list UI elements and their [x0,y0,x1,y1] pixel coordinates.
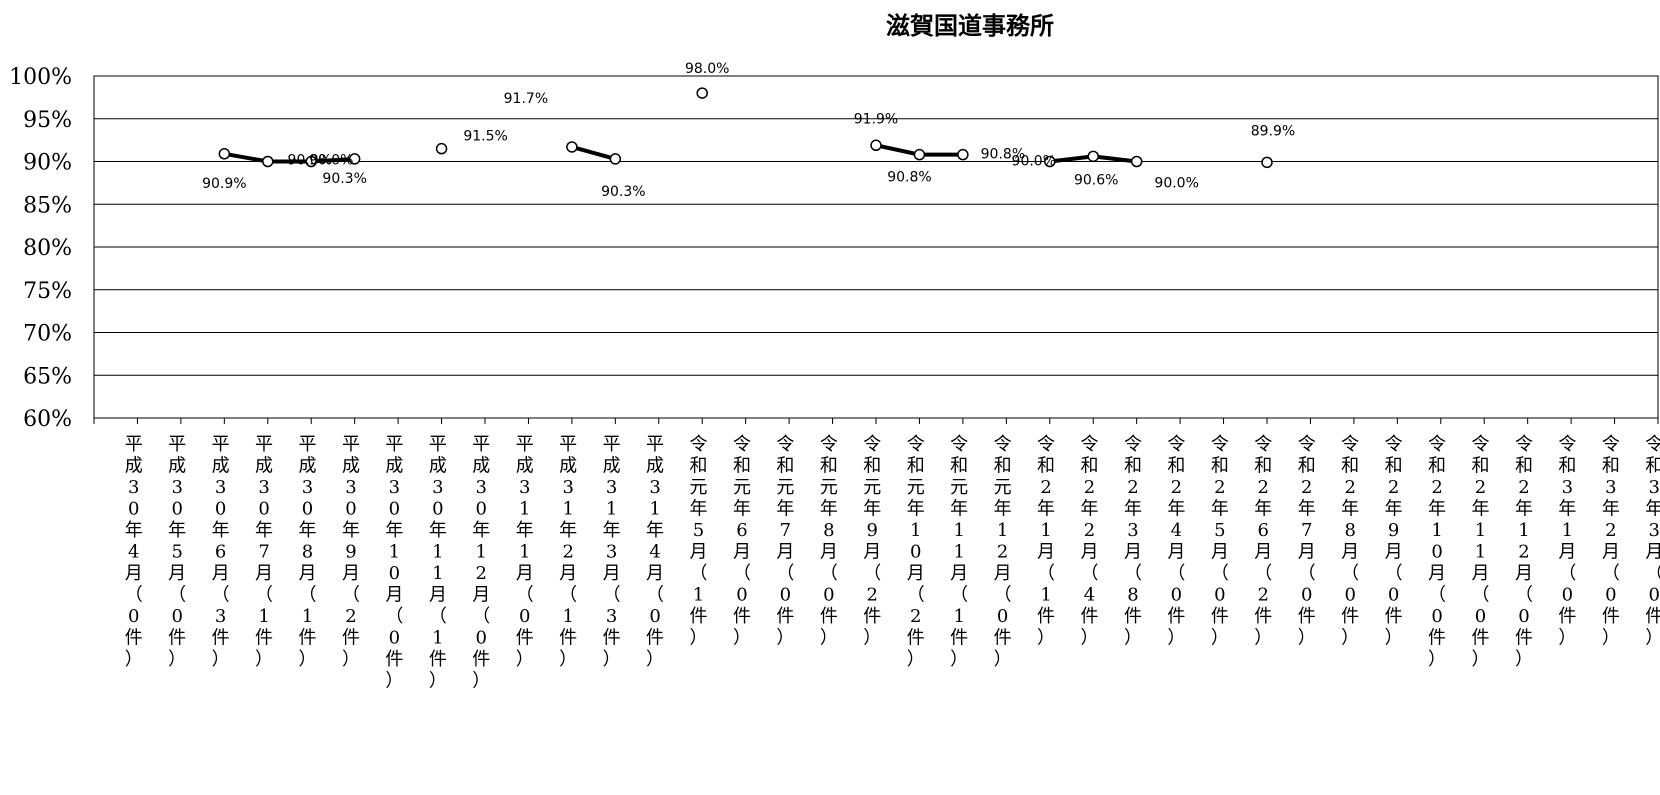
data-label: 90.0% [309,153,353,169]
data-label: 90.3% [601,184,645,200]
x-tick-label: 平成 3 1 年 3 月（ 3 件） [603,434,621,670]
data-point [566,141,578,153]
series-line-segment [223,151,355,164]
x-tick-label: 平成 3 0 年 8 月（ 1 件） [299,434,317,670]
x-tick-label: 平成 3 1 年 4 月（ 0 件） [646,434,664,670]
x-tick-label: 令和 2 年 4 月（ 0 件） [1167,434,1185,649]
data-point [262,155,274,168]
y-tick-label: 60% [23,407,72,432]
data-point [696,87,708,99]
x-tick-label: 令和 2 年 1 2 月（ 0 件） [1515,434,1533,670]
data-label: 90.0% [1154,176,1198,192]
x-tick-label: 平成 3 0 年 1 1 月（ 1 件） [429,434,447,692]
data-label: 90.9% [202,176,246,192]
x-tick-label: 令和 2 年 2 月（ 4 件） [1081,434,1099,649]
data-point [870,139,882,152]
data-label: 90.8% [887,170,931,186]
x-tick-label: 平成 3 0 年 1 0 月（ 0 件） [385,434,403,692]
data-label: 90.6% [1074,172,1118,188]
data-point [218,148,231,160]
data-point [609,153,622,165]
y-tick-label: 70% [23,322,72,347]
y-tick-label: 65% [23,364,72,389]
data-point [348,153,361,165]
x-tick-label: 平成 3 1 年 1 月（ 0 件） [516,434,534,670]
y-tick-label: 95% [23,108,72,133]
data-label: 98.0% [685,61,729,77]
data-point [305,155,317,168]
x-tick-label: 令和 2 年 1 1 月（ 0 件） [1472,434,1490,670]
data-point [435,142,448,155]
y-tick-label: 80% [23,236,72,261]
x-tick-label: 平成 3 0 年 5 月（ 0 件） [168,434,186,670]
y-tick-label: 100% [9,65,72,90]
x-tick-label: 令和 3 年 2 月（ 0 件） [1602,434,1620,649]
data-point [1044,155,1056,168]
x-tick-label: 令和元年 7 月（ 0 件） [776,434,794,649]
x-tick-label: 令和 2 年 8 月（ 0 件） [1341,434,1359,649]
x-tick-label: 平成 3 0 年 9 月（ 2 件） [342,434,360,670]
data-label: 91.9% [854,111,898,127]
data-point [957,148,969,161]
x-tick-label: 令和 2 年 3 月（ 8 件） [1124,434,1142,649]
series-line-segment [571,145,616,161]
data-point [913,148,926,161]
data-label: 89.9% [1251,123,1295,139]
x-tick-label: 平成 3 0 年 1 2 月（ 0 件） [472,434,490,692]
x-tick-label: 令和 2 年 5 月（ 0 件） [1211,434,1229,649]
data-label: 90.8% [981,147,1025,163]
x-tick-label: 平成 3 0 年 4 月（ 0 件） [125,434,143,670]
x-tick-label: 平成 3 1 年 2 月（ 1 件） [559,434,577,670]
x-tick-label: 令和 2 年 1 0 月（ 0 件） [1428,434,1446,670]
chart-title: 滋賀国道事務所 [886,12,1054,40]
data-label: 90.3% [322,171,366,187]
y-tick-label: 90% [23,151,72,176]
x-tick-label: 令和元年 6 月（ 0 件） [733,434,751,649]
x-tick-label: 令和元年 1 1 月（ 1 件） [950,434,968,670]
data-point [1261,156,1273,169]
x-tick-label: 令和 3 年 1 月（ 0 件） [1558,434,1576,649]
x-tick-label: 令和元年 9 月（ 2 件） [863,434,881,649]
data-point [1130,155,1143,168]
x-tick-label: 平成 3 0 年 7 月（ 1 件） [255,434,273,670]
x-tick-label: 令和元年 1 0 月（ 2 件） [907,434,925,670]
x-tick-label: 令和 2 年 9 月（ 0 件） [1385,434,1403,649]
x-tick-label: 令和元年 5 月（ 1 件） [690,434,708,649]
data-point [1087,150,1099,163]
y-tick-label: 85% [23,193,72,218]
x-tick-label: 令和 2 年 6 月（ 2 件） [1254,434,1272,649]
x-tick-label: 平成 3 0 年 6 月（ 3 件） [212,434,230,670]
data-label: 90.0% [288,153,332,169]
y-tick-label: 75% [23,279,72,304]
data-label: 91.5% [463,129,507,145]
x-tick-label: 令和 2 年 1 月（ 1 件） [1037,434,1055,649]
data-label: 90.0% [1012,154,1056,170]
data-label: 91.7% [504,91,548,107]
x-tick-label: 令和元年 8 月（ 0 件） [820,434,838,649]
x-tick-label: 令和 2 年 7 月（ 0 件） [1298,434,1316,649]
x-tick-label: 令和元年 1 2 月（ 0 件） [994,434,1012,670]
